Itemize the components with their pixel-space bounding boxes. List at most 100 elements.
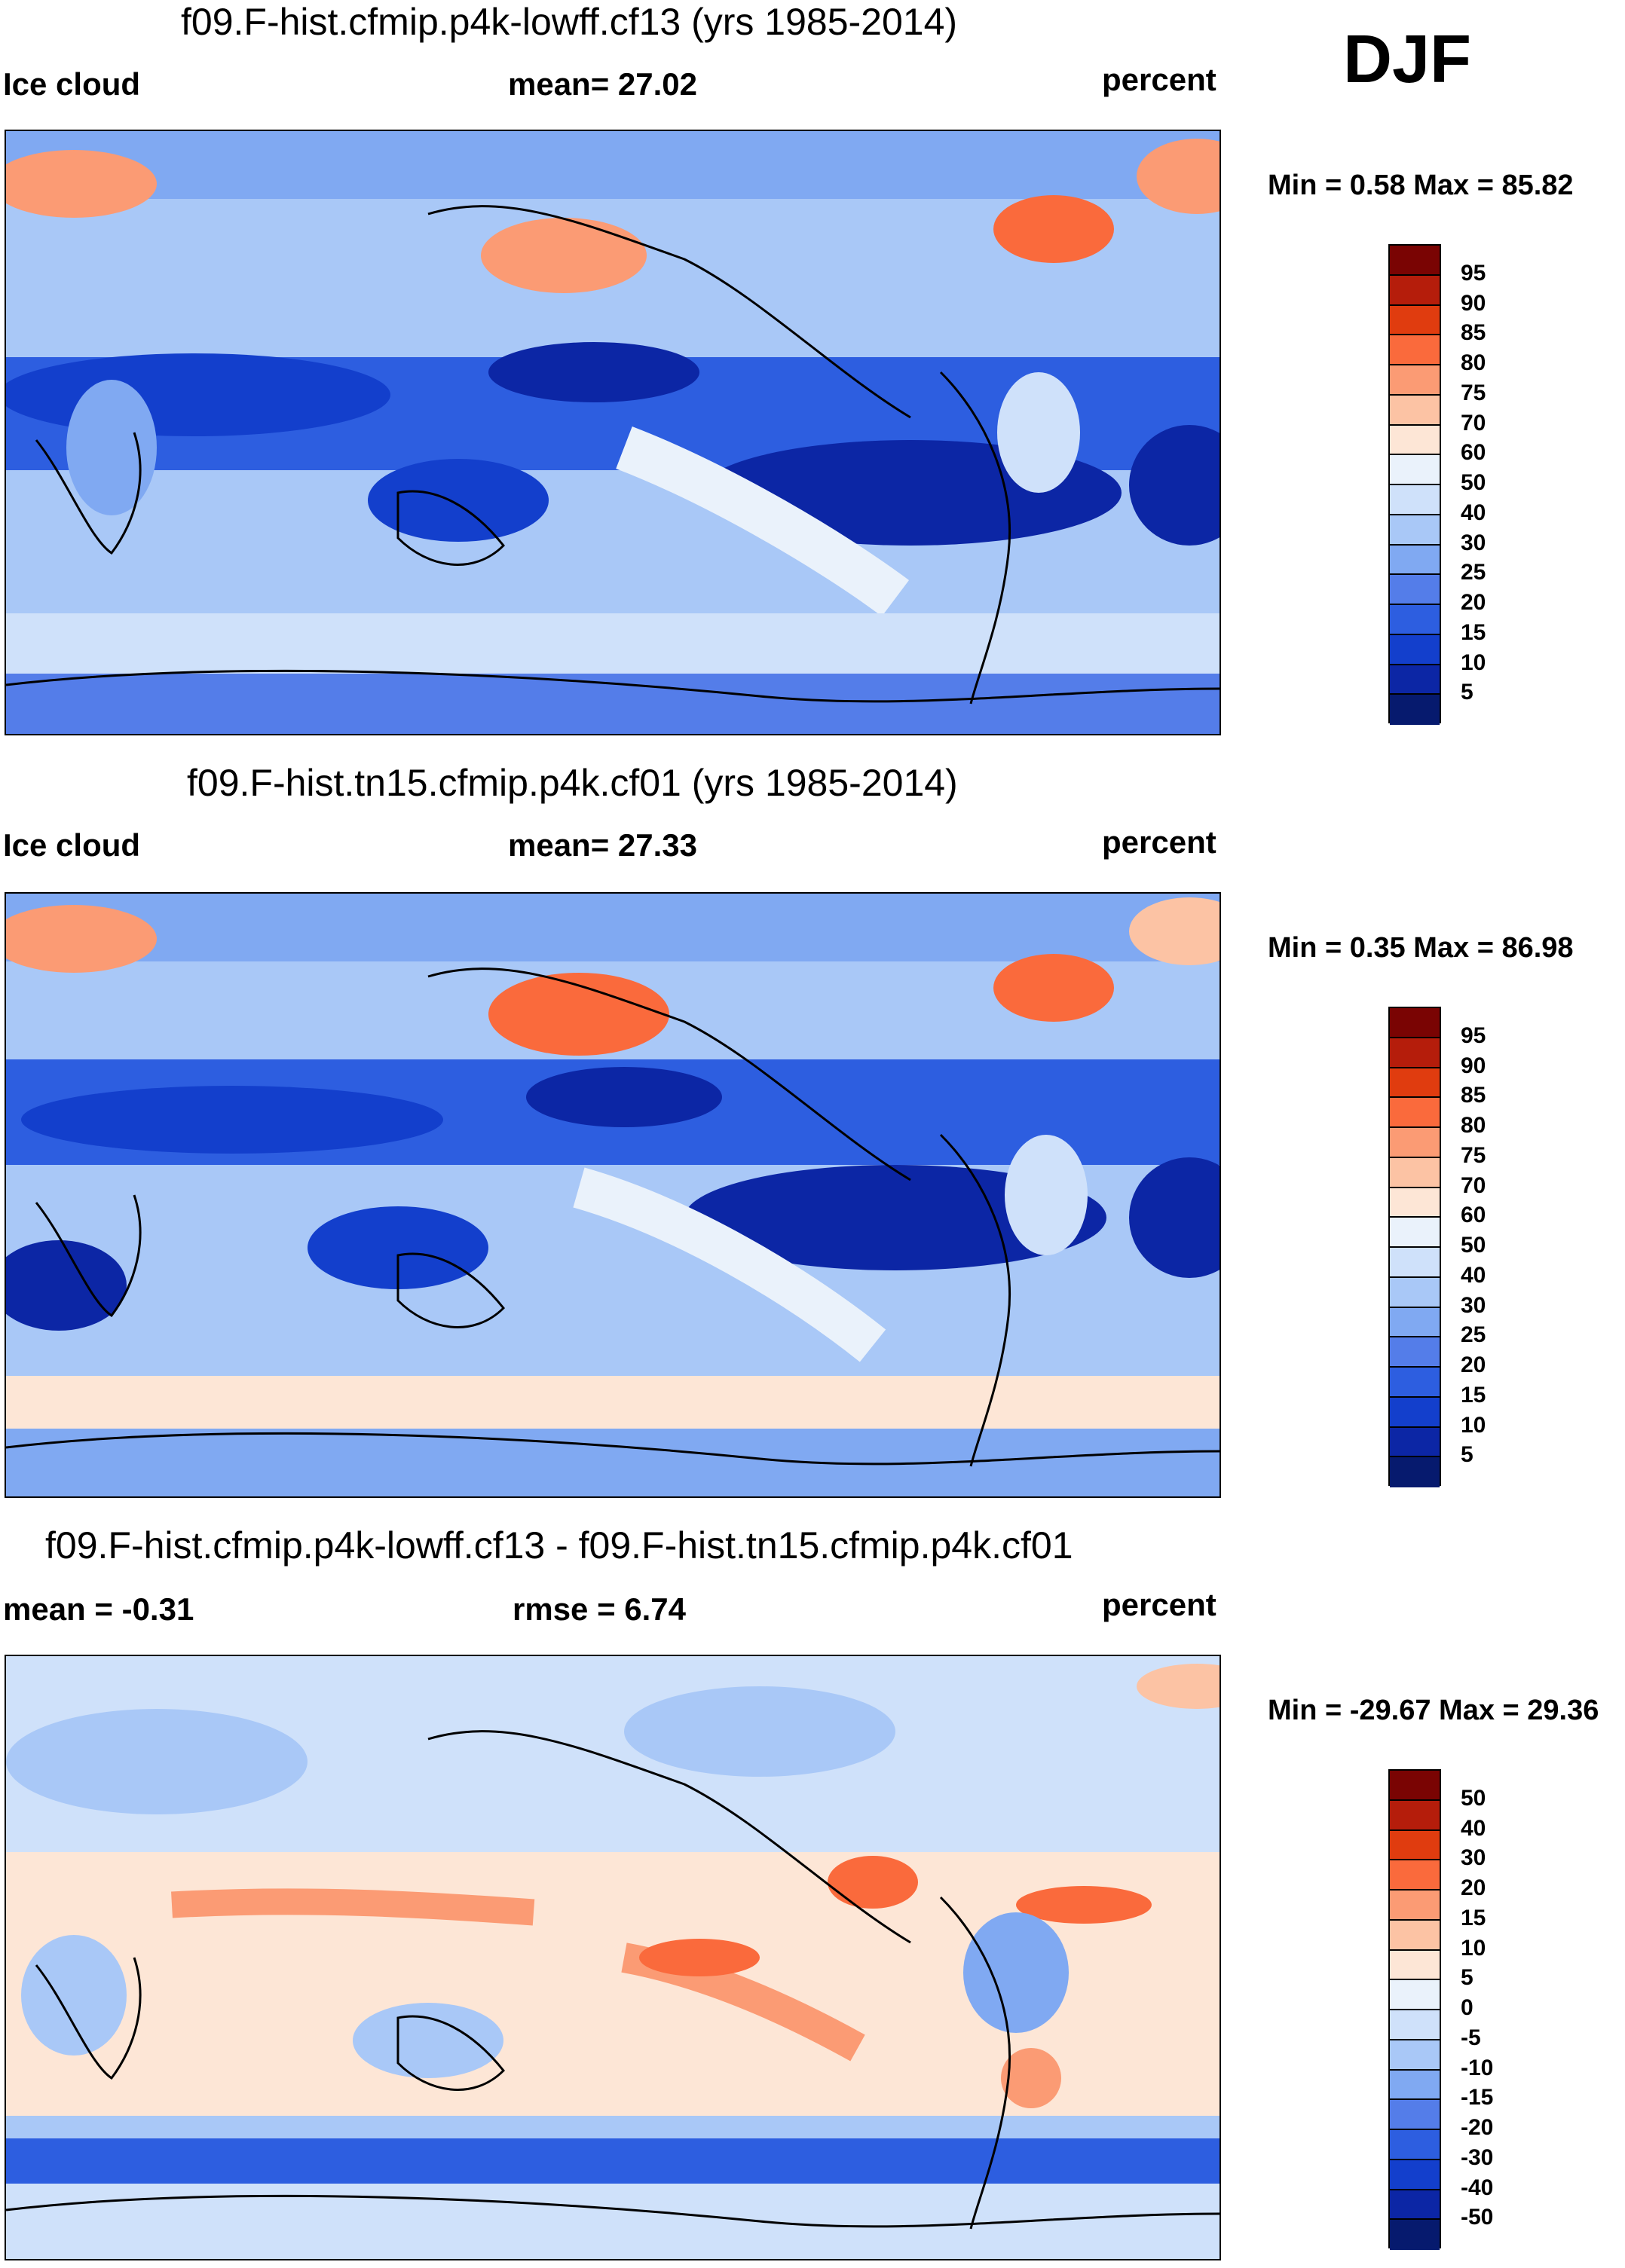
atlantic-itcz-positive: [1016, 1886, 1152, 1924]
panel-1-minmax: Min = 0.58 Max = 85.82: [1268, 170, 1574, 201]
colorbar-segment: [1390, 485, 1440, 515]
colorbar-tick-label: 50: [1461, 470, 1486, 495]
coastline-australia: [396, 490, 506, 566]
panel-3-mean-label: mean = -0.31: [3, 1591, 194, 1627]
arctic-band: [6, 894, 1220, 961]
colorbar-segment: [1390, 1337, 1440, 1368]
colorbar-segment: [1390, 2190, 1440, 2221]
spcz-core: [639, 1939, 760, 1976]
coastline-antarctica: [6, 2194, 1220, 2228]
southern-ocean-light-band: [6, 2116, 1220, 2138]
colorbar-tick-label: 70: [1461, 410, 1486, 436]
colorbar-segment: [1390, 1920, 1440, 1951]
coastline-australia: [396, 1252, 506, 1328]
colorbar-segment: [1390, 2130, 1440, 2160]
season-label: DJF: [1343, 22, 1472, 97]
north-pacific-warm-patch: [481, 218, 647, 293]
colorbar-segment: [1390, 1098, 1440, 1128]
panel-2-map-svg: [6, 894, 1220, 1496]
colorbar-segment: [1390, 1128, 1440, 1158]
panel-1-title: f09.F-hist.cfmip.p4k-lowff.cf13 (yrs 198…: [181, 1, 958, 43]
colorbar-tick-label: 10: [1461, 1935, 1486, 1961]
colorbar-segment: [1390, 1038, 1440, 1068]
south-atlantic-minimum: [1129, 1157, 1220, 1278]
colorbar-segment: [1390, 275, 1440, 306]
arctic-band: [6, 131, 1220, 199]
colorbar-segment: [1390, 1830, 1440, 1861]
colorbar-tick-label: 80: [1461, 350, 1486, 375]
colorbar-tick-label: 20: [1461, 590, 1486, 615]
africa-asia-minimum: [6, 353, 390, 436]
colorbar-tick-label: 70: [1461, 1172, 1486, 1198]
south-america-land: [1005, 1135, 1088, 1255]
panel-3-units-label: percent: [1102, 1587, 1216, 1622]
coastline-2: [939, 371, 1011, 705]
colorbar-segment: [1390, 1307, 1440, 1338]
colorbar-segment: [1390, 1397, 1440, 1428]
panel-2-mean-label: mean= 27.33: [508, 827, 698, 863]
itcz-positive: [171, 1888, 535, 1926]
south-america-land: [997, 372, 1080, 493]
colorbar-tick-label: 25: [1461, 1322, 1486, 1348]
colorbar-segment: [1390, 665, 1440, 695]
colorbar-segment: [1390, 1860, 1440, 1891]
north-pacific-negative: [624, 1686, 895, 1777]
colorbar-tick-label: -50: [1461, 2205, 1494, 2230]
australia-negative: [353, 2003, 503, 2078]
colorbar-tick-label: 85: [1461, 320, 1486, 346]
panel-1-mean-label: mean= 27.02: [508, 66, 698, 102]
south-atlantic-minimum: [1129, 425, 1220, 546]
colorbar-segment: [1390, 305, 1440, 336]
colorbar-segment: [1390, 335, 1440, 365]
panel-3-minmax: Min = -29.67 Max = 29.36: [1268, 1695, 1599, 1726]
colorbar-segment: [1390, 2100, 1440, 2130]
arctic-warm-patch-1: [6, 150, 157, 218]
southern-ocean-band: [6, 1376, 1220, 1429]
colorbar-tick-label: 85: [1461, 1083, 1486, 1108]
coastline-3: [35, 432, 142, 555]
colorbar-tick-label: 25: [1461, 560, 1486, 585]
colorbar-tick-label: 20: [1461, 1353, 1486, 1377]
panel-1-variable-label: Ice cloud: [3, 66, 141, 102]
colorbar-tick-label: 15: [1461, 1905, 1486, 1930]
colorbar-tick-label: 50: [1461, 1233, 1486, 1258]
colorbar-segment: [1390, 1950, 1440, 1981]
colorbar-tick-label: 95: [1461, 1022, 1486, 1048]
panel-1-colorbar: [1388, 244, 1441, 725]
africa-asia-minimum: [21, 1086, 443, 1154]
arctic-warm-patch-1: [6, 905, 157, 973]
south-africa-minimum: [6, 1240, 127, 1331]
antarctic-band: [6, 1429, 1220, 1496]
colorbar-tick-label: 15: [1461, 619, 1486, 645]
south-pacific-minimum: [684, 1165, 1106, 1270]
colorbar-segment: [1390, 1980, 1440, 2010]
amazon-negative: [963, 1912, 1069, 2033]
coastline-1: [427, 205, 911, 419]
colorbar-tick-label: 5: [1461, 1965, 1474, 1991]
colorbar-segment: [1390, 2040, 1440, 2071]
panel-2-variable-label: Ice cloud: [3, 827, 141, 863]
colorbar-tick-label: -20: [1461, 2115, 1494, 2140]
colorbar-segment: [1390, 1218, 1440, 1248]
colorbar-segment: [1390, 1771, 1440, 1801]
panel-3-title: f09.F-hist.cfmip.p4k-lowff.cf13 - f09.F-…: [45, 1524, 1073, 1567]
colorbar-tick-label: -5: [1461, 2025, 1481, 2050]
colorbar-segment: [1390, 515, 1440, 546]
coastline-1: [427, 1730, 911, 1944]
colorbar-segment: [1390, 455, 1440, 485]
africa-negative: [21, 1935, 127, 2056]
colorbar-segment: [1390, 575, 1440, 605]
panel-2-minmax: Min = 0.35 Max = 86.98: [1268, 932, 1574, 964]
panel-3-map-svg: [6, 1656, 1220, 2259]
coastline-australia: [396, 2015, 506, 2091]
colorbar-segment: [1390, 246, 1440, 276]
colorbar-tick-label: 90: [1461, 1053, 1486, 1078]
southern-ocean-band: [6, 613, 1220, 674]
colorbar-segment: [1390, 605, 1440, 635]
panel-3-map: [5, 1655, 1221, 2260]
colorbar-tick-label: -15: [1461, 2085, 1494, 2111]
colorbar-segment: [1390, 1800, 1440, 1831]
colorbar-segment: [1390, 1187, 1440, 1218]
colorbar-segment: [1390, 2010, 1440, 2040]
colorbar-tick-label: 60: [1461, 440, 1486, 466]
